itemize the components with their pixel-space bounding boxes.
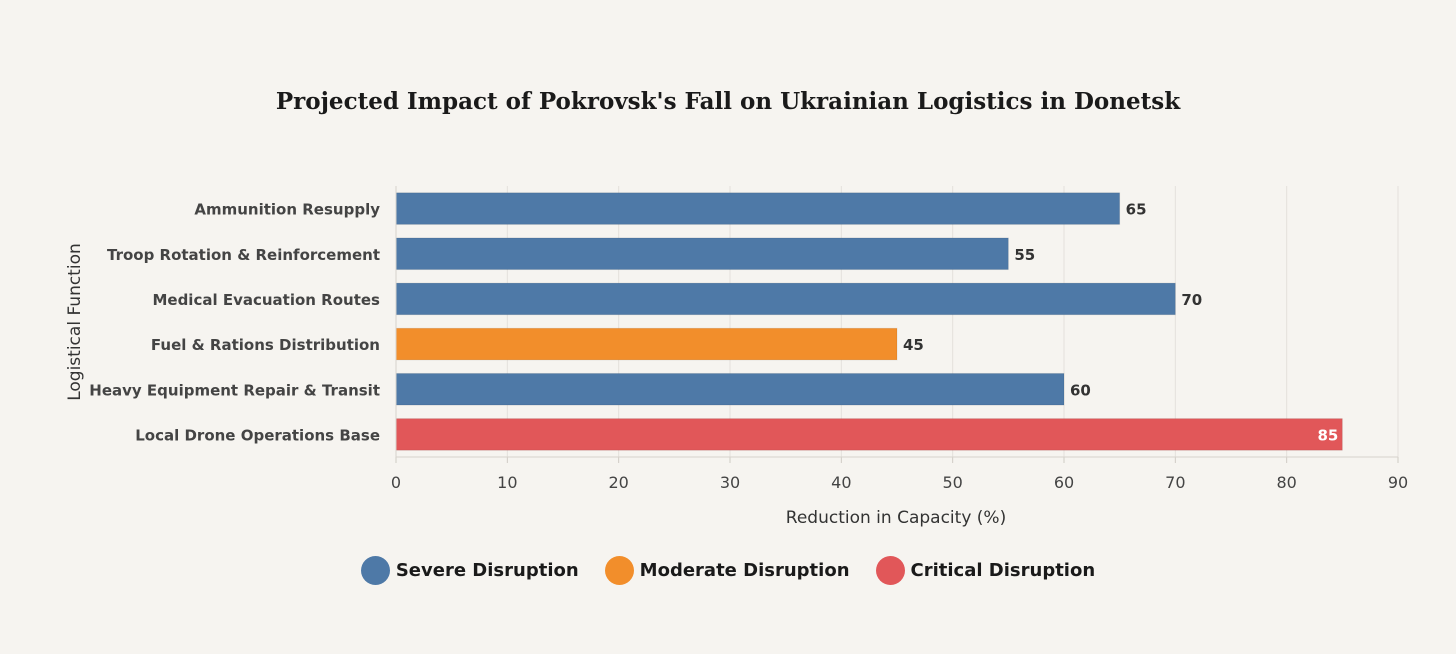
legend: Severe Disruption Moderate Disruption Crit… bbox=[0, 556, 1456, 585]
bar[interactable] bbox=[395, 282, 1176, 316]
category-label: Ammunition Resupply bbox=[194, 201, 380, 219]
category-label: Local Drone Operations Base bbox=[135, 426, 380, 444]
bar-value-label: 60 bbox=[1070, 381, 1091, 399]
bars: 65 55 70 45 60 85 bbox=[395, 192, 1343, 451]
bar-value-label: 55 bbox=[1014, 246, 1035, 264]
bar-chart: 65 55 70 45 60 85 0 10 20 30 40 50 60 70 80 90 Ammunit… bbox=[65, 186, 1408, 528]
category-label: Troop Rotation & Reinforcement bbox=[107, 246, 380, 264]
bar-value-label: 85 bbox=[1317, 426, 1338, 444]
category-label: Heavy Equipment Repair & Transit bbox=[89, 381, 380, 399]
legend-label: Moderate Disruption bbox=[639, 560, 850, 581]
y-axis-label: Logistical Function bbox=[65, 243, 85, 401]
y-axis-labels: Ammunition Resupply Troop Rotation & Rein… bbox=[89, 201, 380, 445]
legend-swatch bbox=[875, 556, 905, 585]
category-label: Medical Evacuation Routes bbox=[152, 291, 380, 309]
x-tick-label: 50 bbox=[942, 473, 962, 492]
x-tick-label: 40 bbox=[831, 473, 851, 492]
x-axis: 0 10 20 30 40 50 60 70 80 90 bbox=[391, 186, 1408, 492]
bar[interactable] bbox=[395, 327, 898, 361]
bar-value-label: 65 bbox=[1126, 201, 1147, 219]
legend-label: Severe Disruption bbox=[395, 560, 579, 581]
legend-item-severe[interactable]: Severe Disruption bbox=[360, 556, 579, 585]
x-tick-label: 30 bbox=[720, 473, 740, 492]
legend-item-moderate[interactable]: Moderate Disruption bbox=[604, 556, 850, 585]
x-tick-label: 20 bbox=[608, 473, 628, 492]
x-tick-label: 70 bbox=[1165, 473, 1185, 492]
bar[interactable] bbox=[395, 418, 1343, 451]
x-tick-label: 60 bbox=[1054, 473, 1074, 492]
bar[interactable] bbox=[395, 372, 1065, 406]
bar[interactable] bbox=[395, 192, 1121, 225]
x-tick-label: 80 bbox=[1276, 473, 1296, 492]
bar[interactable] bbox=[395, 237, 1009, 271]
chart-title: Projected Impact of Pokrovsk's Fall on U… bbox=[275, 88, 1181, 115]
x-axis-label: Reduction in Capacity (%) bbox=[786, 508, 1006, 528]
x-tick-label: 0 bbox=[391, 473, 401, 492]
grid-lines bbox=[395, 186, 1399, 457]
x-tick-label: 10 bbox=[497, 473, 517, 492]
category-label: Fuel & Rations Distribution bbox=[151, 336, 380, 354]
bar-value-label: 70 bbox=[1181, 291, 1202, 309]
legend-swatch bbox=[360, 556, 390, 585]
x-tick-label: 90 bbox=[1388, 473, 1408, 492]
legend-item-critical[interactable]: Critical Disruption bbox=[875, 556, 1096, 585]
legend-swatch bbox=[604, 556, 634, 585]
bar-value-label: 45 bbox=[903, 336, 924, 354]
legend-label: Critical Disruption bbox=[910, 560, 1096, 581]
